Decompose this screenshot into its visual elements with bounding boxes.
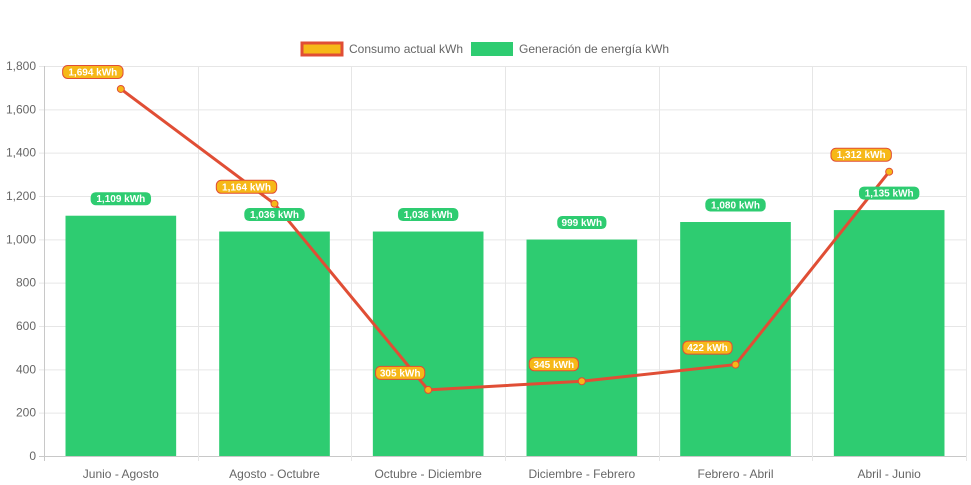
bar[interactable] xyxy=(219,231,330,456)
line-data-label-text: 422 kWh xyxy=(687,343,728,354)
y-tick-label: 1,600 xyxy=(6,102,36,116)
line-data-label: 1,694 kWh xyxy=(62,64,124,79)
x-tick-label: Febrero - Abril xyxy=(697,467,773,481)
y-tick-label: 1,800 xyxy=(6,59,36,73)
data-labels: 1,109 kWh 1,036 kWh 1,036 kWh 999 kWh 1,080 … xyxy=(62,64,920,380)
y-tick-label: 600 xyxy=(16,319,36,333)
y-tick-label: 1,000 xyxy=(6,232,36,246)
line-data-label-bg xyxy=(62,64,124,79)
bar-data-label: 1,135 kWh xyxy=(858,186,920,200)
bar-data-label-text: 1,036 kWh xyxy=(250,210,299,221)
bar[interactable] xyxy=(680,222,791,456)
bar-data-label-bg xyxy=(705,198,766,212)
legend-item-generation[interactable]: Generación de energía kWh xyxy=(471,42,669,56)
line-point[interactable] xyxy=(424,385,433,394)
line-point[interactable] xyxy=(577,377,586,386)
line-point[interactable] xyxy=(270,199,279,208)
y-tick-label: 200 xyxy=(16,406,36,420)
y-tick-label: 800 xyxy=(16,276,36,290)
bar-data-label-bg xyxy=(244,208,305,222)
line-data-label-text: 1,164 kWh xyxy=(222,182,271,193)
line-data-label: 305 kWh xyxy=(375,365,426,380)
bar[interactable] xyxy=(65,215,177,456)
grid xyxy=(39,66,967,461)
legend-item-consumption[interactable]: Consumo actual kWh xyxy=(300,41,463,57)
bar-data-label-text: 1,135 kWh xyxy=(865,189,914,200)
bar-data-label-text: 1,036 kWh xyxy=(404,210,453,221)
line-data-label-bg xyxy=(528,357,579,372)
x-tick-label: Agosto - Octubre xyxy=(229,467,320,481)
bar-data-label: 1,080 kWh xyxy=(705,198,766,212)
line-data-label-text: 1,694 kWh xyxy=(68,67,117,78)
line-data-label-text: 1,312 kWh xyxy=(837,150,886,161)
bar-data-label-text: 1,080 kWh xyxy=(711,201,760,212)
bar[interactable] xyxy=(526,239,638,456)
legend-swatch xyxy=(300,41,344,57)
line-point[interactable] xyxy=(731,360,740,369)
bar-series xyxy=(65,210,945,456)
bar-data-label: 1,036 kWh xyxy=(397,208,459,222)
line-data-label: 345 kWh xyxy=(528,357,579,372)
bar-data-label-text: 1,109 kWh xyxy=(96,194,145,205)
bar-data-label-bg xyxy=(557,216,607,230)
line-data-label: 422 kWh xyxy=(682,340,733,355)
legend-label: Generación de energía kWh xyxy=(519,42,669,56)
line-data-label-text: 305 kWh xyxy=(380,368,421,379)
bar-data-label-text: 999 kWh xyxy=(562,218,603,229)
bar-data-label-bg xyxy=(397,208,459,222)
legend-swatch xyxy=(471,42,513,56)
legend: Consumo actual kWh Generación de energía … xyxy=(300,41,669,57)
line-data-label: 1,164 kWh xyxy=(215,179,278,194)
x-tick-label: Octubre - Diciembre xyxy=(374,467,482,481)
bar-data-label: 1,109 kWh xyxy=(90,192,152,206)
line-data-label-text: 345 kWh xyxy=(534,360,575,371)
bar-data-label-bg xyxy=(858,186,920,200)
legend-label: Consumo actual kWh xyxy=(349,42,463,56)
bar-data-label: 1,036 kWh xyxy=(244,208,305,222)
line-data-label-bg xyxy=(215,179,278,194)
y-tick-label: 0 xyxy=(29,449,36,463)
line-data-label-bg xyxy=(830,147,892,162)
y-tick-label: 1,400 xyxy=(6,146,36,160)
line-data-label-bg xyxy=(682,340,733,355)
line-point[interactable] xyxy=(116,84,125,93)
bar-data-label-bg xyxy=(90,192,152,206)
x-tick-label: Abril - Junio xyxy=(857,467,921,481)
y-tick-label: 400 xyxy=(16,362,36,376)
line-data-label-bg xyxy=(375,365,426,380)
line-point[interactable] xyxy=(885,167,894,176)
line-data-label: 1,312 kWh xyxy=(830,147,892,162)
axes: 0 200 400 600 800 1,000 1,200 1,400 1,600 1,800 Ju… xyxy=(6,59,921,481)
bar[interactable] xyxy=(833,210,945,456)
bar-data-label: 999 kWh xyxy=(557,216,607,230)
x-tick-label: Diciembre - Febrero xyxy=(528,467,635,481)
y-tick-label: 1,200 xyxy=(6,189,36,203)
x-tick-label: Junio - Agosto xyxy=(83,467,159,481)
